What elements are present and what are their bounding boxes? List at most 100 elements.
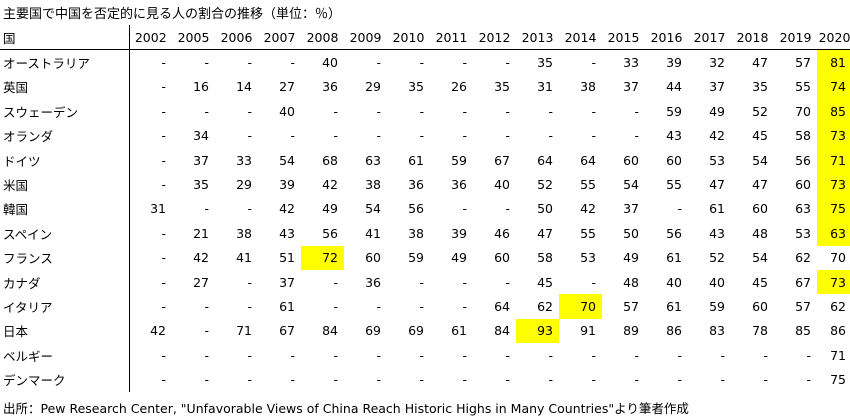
value-cell: -: [161, 298, 166, 314]
value-cell: 49: [709, 103, 725, 119]
value-cell: 44: [666, 79, 682, 95]
value-cell: -: [376, 55, 381, 71]
value-cell: 37: [709, 79, 725, 95]
value-cell: 58: [795, 128, 811, 144]
value-cell: 84: [494, 323, 510, 339]
value-cell: -: [806, 372, 811, 388]
value-cell: -: [204, 323, 209, 339]
value-cell: 54: [623, 177, 639, 193]
value-cell: 60: [752, 298, 768, 314]
value-cell: -: [462, 298, 467, 314]
value-cell: 47: [537, 225, 553, 241]
value-cell: 39: [279, 177, 295, 193]
table-body: オーストラリア - - - - 40 - - - - 35 - 33 39 32 47 57 81 英国 - 16 14 2…: [0, 49, 850, 392]
value-cell: -: [591, 372, 596, 388]
value-cell: -: [505, 201, 510, 217]
value-cell: 35: [537, 55, 553, 71]
value-cell: 61: [408, 152, 424, 168]
year-header: 2010: [387, 25, 430, 51]
year-header: 2007: [258, 25, 301, 51]
value-cell: 56: [408, 201, 424, 217]
value-cell: 53: [709, 152, 725, 168]
value-cell: -: [161, 79, 166, 95]
value-cell: -: [419, 128, 424, 144]
value-cell: -: [204, 55, 209, 71]
value-cell: 43: [666, 128, 682, 144]
table-row: 英国 - 16 14 27 36 29 35 26 35 31 38 37 44 37 35 55 74: [0, 74, 850, 100]
table-row: 米国 - 35 29 39 42 38 36 36 40 52 55 54 55 47 47 60 73: [0, 172, 850, 197]
value-cell: -: [419, 55, 424, 71]
value-cell: 55: [795, 79, 811, 95]
highlighted-value-cell: 81: [817, 49, 850, 75]
year-header: 2012: [473, 25, 516, 51]
value-cell: 64: [494, 298, 510, 314]
value-cell: 29: [365, 79, 381, 95]
value-cell: -: [290, 347, 295, 363]
year-header: 2011: [430, 25, 473, 51]
value-cell: -: [548, 103, 553, 119]
country-cell: 日本: [0, 318, 130, 344]
value-cell: -: [376, 372, 381, 388]
country-cell: オランダ: [0, 123, 130, 148]
value-cell: 57: [795, 298, 811, 314]
value-cell: 84: [322, 323, 338, 339]
value-cell: 46: [494, 225, 510, 241]
value-cell: 47: [752, 177, 768, 193]
value-cell: -: [161, 372, 166, 388]
value-cell: 35: [193, 177, 209, 193]
highlighted-value-cell: 70: [559, 294, 602, 319]
value-cell: 49: [451, 250, 467, 266]
value-cell: -: [720, 347, 725, 363]
value-cell: 61: [666, 250, 682, 266]
value-cell: 64: [537, 152, 553, 168]
value-cell: 59: [666, 103, 682, 119]
value-cell: 59: [408, 250, 424, 266]
value-cell: 40: [279, 103, 295, 119]
value-cell: 35: [494, 79, 510, 95]
value-cell: 60: [623, 152, 639, 168]
value-cell: 70: [795, 103, 811, 119]
value-cell: 54: [752, 250, 768, 266]
value-cell: 42: [193, 250, 209, 266]
value-cell: -: [634, 103, 639, 119]
value-cell: 42: [580, 201, 596, 217]
value-cell: -: [161, 128, 166, 144]
value-cell: 49: [623, 250, 639, 266]
value-cell: -: [161, 103, 166, 119]
value-cell: 62: [830, 298, 846, 314]
value-cell: 40: [494, 177, 510, 193]
value-cell: 47: [752, 55, 768, 71]
highlighted-value-cell: 72: [301, 245, 344, 270]
value-cell: 69: [408, 323, 424, 339]
value-cell: 50: [623, 225, 639, 241]
year-header: 2018: [731, 25, 774, 51]
table-row: スウェーデン - - - 40 - - - - - - - - 59 49 52 70 85: [0, 99, 850, 124]
value-cell: -: [161, 250, 166, 266]
value-cell: 34: [193, 128, 209, 144]
table-row: 韓国 31 - - 42 49 54 56 - - 50 42 37 - 61 60 63 75: [0, 196, 850, 222]
value-cell: -: [462, 274, 467, 290]
value-cell: 70: [830, 250, 846, 266]
highlighted-value-cell: 73: [817, 123, 850, 148]
value-cell: 62: [795, 250, 811, 266]
value-cell: -: [376, 103, 381, 119]
value-cell: 40: [666, 274, 682, 290]
year-header: 2013: [516, 25, 559, 51]
value-cell: -: [333, 274, 338, 290]
country-cell: ドイツ: [0, 147, 130, 173]
value-cell: 49: [322, 201, 338, 217]
year-header: 2014: [559, 25, 602, 51]
value-cell: 64: [580, 152, 596, 168]
value-cell: 59: [451, 152, 467, 168]
highlighted-value-cell: 93: [516, 318, 559, 344]
value-cell: 55: [580, 225, 596, 241]
value-cell: 36: [365, 274, 381, 290]
value-cell: 61: [451, 323, 467, 339]
highlighted-value-cell: 75: [817, 196, 850, 222]
year-header: 2002: [129, 25, 172, 51]
value-cell: 31: [150, 201, 166, 217]
value-cell: 47: [709, 177, 725, 193]
value-cell: 26: [451, 79, 467, 95]
value-cell: -: [720, 372, 725, 388]
value-cell: -: [806, 347, 811, 363]
